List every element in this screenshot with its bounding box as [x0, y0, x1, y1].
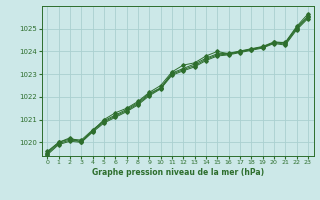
X-axis label: Graphe pression niveau de la mer (hPa): Graphe pression niveau de la mer (hPa) [92, 168, 264, 177]
